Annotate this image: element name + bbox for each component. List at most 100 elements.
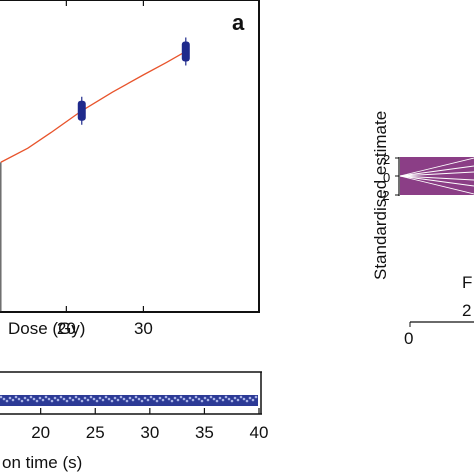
signal-point	[233, 396, 237, 400]
panel-c-bottom-tick-0: 0	[404, 329, 413, 348]
signal-point	[227, 397, 231, 401]
signal-point	[50, 399, 54, 403]
panel-c-x-axis-label: F	[462, 273, 472, 292]
signal-point	[248, 396, 252, 400]
signal-point	[110, 399, 114, 403]
panel-b-x-tick-label: 30	[140, 423, 159, 442]
panel-c-y-axis-label: Standardised estimate	[371, 111, 390, 280]
signal-point	[251, 398, 255, 402]
signal-trace	[0, 395, 258, 406]
data-point	[181, 41, 190, 62]
signal-point	[95, 399, 99, 403]
signal-point	[212, 397, 216, 401]
estimate-band	[400, 157, 474, 195]
signal-point	[206, 398, 210, 402]
signal-point	[155, 399, 159, 403]
panel-b: 20 25 30 35 40 on time (s)	[0, 371, 268, 472]
signal-point	[14, 395, 18, 399]
signal-point	[119, 395, 123, 399]
signal-point	[191, 398, 195, 402]
panel-b-x-tick-label: 20	[31, 423, 50, 442]
signal-point	[134, 395, 138, 399]
signal-point	[23, 396, 27, 400]
signal-point	[74, 395, 78, 399]
signal-point	[59, 395, 63, 399]
panel-a-x-tick-labels: 20 30	[57, 319, 153, 338]
signal-point	[197, 397, 201, 401]
panel-b-x-tick-label: 25	[86, 423, 105, 442]
signal-point	[17, 397, 21, 401]
panel-b-x-ticks	[40, 408, 260, 414]
panel-c-y-ticks	[395, 157, 399, 196]
signal-point	[35, 399, 39, 403]
signal-point	[122, 397, 126, 401]
panel-a-x-axis-label: Dose (Gy)	[8, 319, 85, 338]
data-point	[77, 100, 86, 121]
estimate-lines	[399, 157, 474, 195]
signal-point	[113, 396, 117, 400]
signal-point	[218, 396, 222, 400]
signal-point	[2, 397, 6, 401]
signal-point	[41, 398, 45, 402]
signal-point	[167, 397, 171, 401]
signal-point	[47, 397, 51, 401]
panel-c: Standardised estimate 2 0 -2 F 2 0	[371, 111, 474, 348]
signal-point	[182, 397, 186, 401]
signal-point	[8, 396, 12, 400]
panel-a-letter: a	[232, 10, 245, 35]
signal-point	[20, 399, 24, 403]
signal-point	[158, 396, 162, 400]
signal-point	[143, 396, 147, 400]
data-points	[77, 37, 190, 125]
signal-point	[176, 398, 180, 402]
signal-point	[11, 398, 15, 402]
panel-c-y-tick-0: 0	[383, 170, 390, 185]
signal-point	[152, 397, 156, 401]
signal-point	[86, 398, 90, 402]
signal-point	[236, 398, 240, 402]
signal-point	[5, 399, 9, 403]
signal-point	[140, 399, 144, 403]
signal-point	[128, 396, 132, 400]
signal-point	[215, 399, 219, 403]
signal-point	[221, 398, 225, 402]
signal-point	[242, 397, 246, 401]
signal-point	[71, 398, 75, 402]
signal-point	[0, 395, 3, 399]
signal-point	[224, 395, 228, 399]
signal-point	[173, 396, 177, 400]
panel-c-y-tick-neg2: -2	[378, 188, 390, 203]
signal-point	[203, 396, 207, 400]
signal-point	[164, 395, 168, 399]
signal-point	[56, 398, 60, 402]
panel-c-secondary-tick: 2	[462, 301, 471, 320]
panel-a-x-tick-label: 20	[57, 319, 76, 338]
signal-point	[185, 399, 189, 403]
signal-point	[230, 399, 234, 403]
panel-b-x-axis-label: on time (s)	[2, 453, 82, 472]
panel-a-frame	[0, 0, 260, 313]
signal-point	[179, 395, 183, 399]
panel-b-x-tick-label: 35	[195, 423, 214, 442]
signal-point	[32, 397, 36, 401]
signal-point	[83, 396, 87, 400]
signal-point	[89, 395, 93, 399]
signal-point	[209, 395, 213, 399]
signal-point	[101, 398, 105, 402]
signal-point	[62, 397, 66, 401]
signal-point	[170, 399, 174, 403]
signal-point	[188, 396, 192, 400]
signal-point	[80, 399, 84, 403]
signal-point	[146, 398, 150, 402]
signal-point	[194, 395, 198, 399]
fit-curve	[0, 50, 187, 163]
signal-point	[161, 398, 165, 402]
panel-a-x-ticks	[65, 0, 145, 312]
signal-point	[131, 398, 135, 402]
signal-band	[0, 395, 258, 406]
signal-point	[245, 399, 249, 403]
signal-point	[254, 395, 258, 399]
signal-point	[116, 398, 120, 402]
panel-a: a 20 30 Dose (Gy)	[0, 0, 260, 338]
